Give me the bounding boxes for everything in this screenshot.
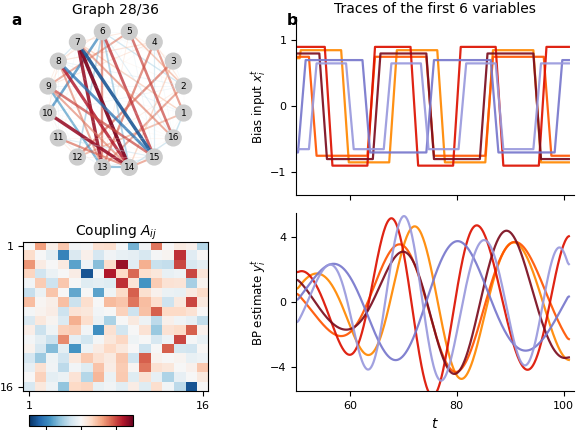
Circle shape (40, 78, 56, 94)
Text: 9: 9 (45, 82, 51, 91)
Title: Coupling $A_{ij}$: Coupling $A_{ij}$ (75, 222, 157, 242)
Circle shape (70, 149, 85, 165)
Title: Graph 28/36: Graph 28/36 (72, 3, 160, 17)
Circle shape (95, 24, 110, 40)
Circle shape (50, 53, 66, 69)
Text: 13: 13 (96, 163, 108, 172)
Text: 10: 10 (42, 108, 54, 117)
Text: 1: 1 (181, 108, 187, 117)
Circle shape (121, 24, 137, 40)
Circle shape (40, 105, 56, 121)
Circle shape (146, 149, 162, 165)
Text: 15: 15 (148, 153, 160, 162)
Circle shape (146, 34, 162, 50)
Y-axis label: Bias input $x_i^t$: Bias input $x_i^t$ (250, 69, 269, 144)
Text: 5: 5 (126, 27, 132, 36)
Circle shape (50, 130, 66, 146)
Circle shape (165, 130, 181, 146)
Text: 16: 16 (168, 133, 179, 142)
Text: 8: 8 (56, 57, 61, 66)
Circle shape (176, 78, 191, 94)
Text: 6: 6 (99, 27, 105, 36)
Text: 4: 4 (151, 37, 157, 46)
Text: a: a (12, 13, 22, 28)
Text: 3: 3 (171, 57, 176, 66)
Title: Traces of the first 6 variables: Traces of the first 6 variables (334, 2, 536, 16)
Text: 12: 12 (72, 153, 83, 162)
Text: 2: 2 (181, 82, 186, 91)
Y-axis label: BP estimate $y_i^t$: BP estimate $y_i^t$ (249, 258, 269, 346)
Text: 11: 11 (53, 133, 64, 142)
Circle shape (95, 160, 110, 175)
Text: 7: 7 (74, 37, 80, 46)
Circle shape (121, 160, 137, 175)
X-axis label: $t$: $t$ (432, 417, 439, 430)
Text: b: b (287, 13, 298, 28)
Circle shape (176, 105, 191, 121)
Circle shape (165, 53, 181, 69)
Text: 14: 14 (124, 163, 135, 172)
Circle shape (70, 34, 85, 50)
